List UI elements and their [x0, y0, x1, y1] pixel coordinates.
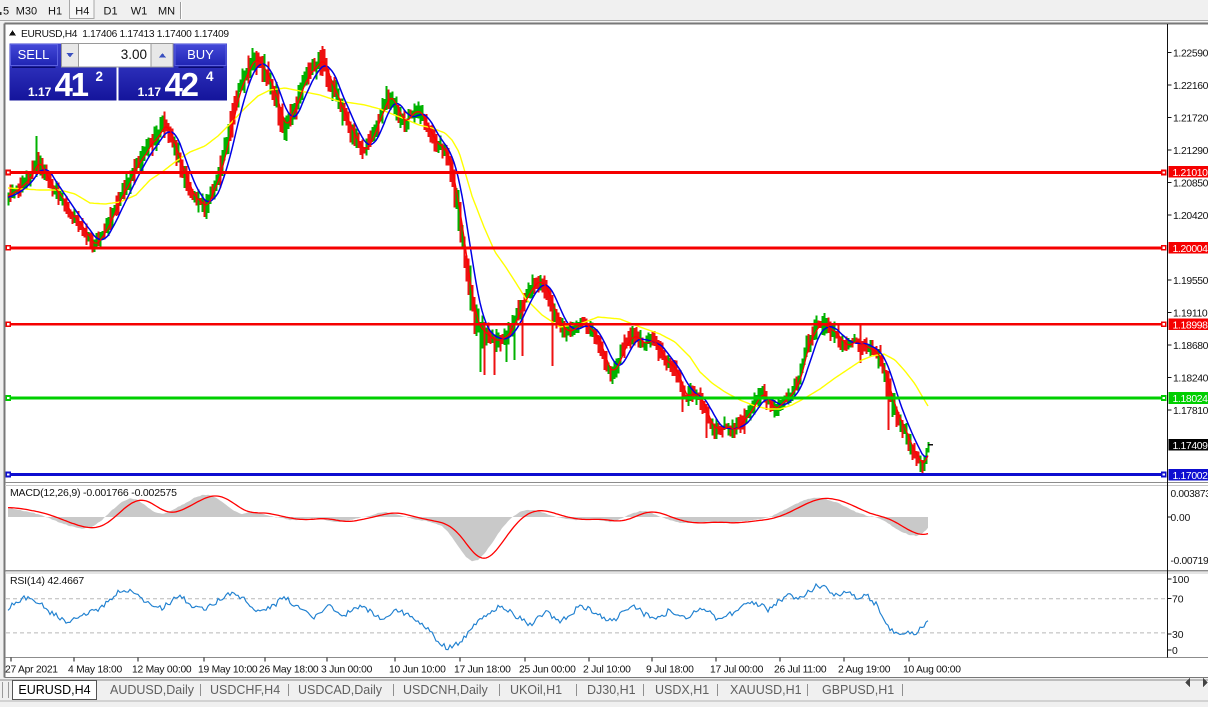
svg-text:4 May 18:00: 4 May 18:00: [68, 665, 122, 676]
svg-text:25 Jun 00:00: 25 Jun 00:00: [519, 665, 576, 676]
svg-text:2: 2: [96, 69, 104, 84]
svg-text:H4: H4: [75, 6, 89, 18]
svg-text:1.18024: 1.18024: [1173, 394, 1208, 405]
svg-text:70: 70: [1172, 595, 1184, 606]
svg-text:EURUSD,H4: EURUSD,H4: [18, 683, 90, 697]
svg-text:0: 0: [1172, 646, 1178, 657]
svg-text:4: 4: [206, 69, 214, 84]
svg-text:26 May 18:00: 26 May 18:00: [259, 665, 319, 676]
svg-text:1.20420: 1.20420: [1173, 211, 1208, 222]
svg-text:1.21720: 1.21720: [1173, 114, 1208, 125]
svg-text:3 Jun 00:00: 3 Jun 00:00: [321, 665, 373, 676]
svg-text:SELL: SELL: [18, 47, 50, 62]
svg-text:12 May 00:00: 12 May 00:00: [132, 665, 192, 676]
svg-text:2 Jul 10:00: 2 Jul 10:00: [583, 665, 631, 676]
svg-text:1.18998: 1.18998: [1173, 321, 1208, 332]
svg-text:9 Jul 18:00: 9 Jul 18:00: [646, 665, 694, 676]
svg-text:EURUSD,H4 1.17406 1.17413 1.1: EURUSD,H4 1.17406 1.17413 1.17400 1.1740…: [21, 29, 229, 40]
svg-text:AUDUSD,Daily: AUDUSD,Daily: [110, 683, 195, 697]
svg-text:1.22590: 1.22590: [1173, 49, 1208, 60]
svg-text:1.17: 1.17: [138, 85, 162, 99]
svg-text:1.20004: 1.20004: [1173, 244, 1208, 255]
svg-text:D1: D1: [104, 6, 118, 18]
svg-text:10 Jun 10:00: 10 Jun 10:00: [389, 665, 446, 676]
svg-text:UKOil,H1: UKOil,H1: [510, 683, 562, 697]
svg-text:1.18240: 1.18240: [1173, 373, 1208, 384]
svg-text:17 Jun 18:00: 17 Jun 18:00: [454, 665, 511, 676]
svg-text:100: 100: [1172, 575, 1190, 586]
svg-text:USDCNH,Daily: USDCNH,Daily: [403, 683, 488, 697]
svg-text:1.17409: 1.17409: [1173, 441, 1208, 452]
svg-text:42: 42: [165, 66, 199, 103]
svg-text:19 May 10:00: 19 May 10:00: [198, 665, 258, 676]
svg-text:USDCHF,H4: USDCHF,H4: [210, 683, 280, 697]
svg-text:10 Aug 00:00: 10 Aug 00:00: [903, 665, 961, 676]
svg-text:USDX,H1: USDX,H1: [655, 683, 709, 697]
svg-text:W1: W1: [131, 6, 148, 18]
svg-text:1.18680: 1.18680: [1173, 341, 1208, 352]
svg-text:MN: MN: [158, 6, 175, 18]
svg-text:M30: M30: [16, 6, 37, 18]
svg-text:0.003873: 0.003873: [1171, 489, 1208, 500]
svg-text:27 Apr 2021: 27 Apr 2021: [5, 665, 58, 676]
svg-text:3.00: 3.00: [121, 47, 147, 62]
svg-text:30: 30: [1172, 630, 1184, 641]
svg-text:41: 41: [55, 66, 89, 103]
svg-text:1.17810: 1.17810: [1173, 406, 1208, 417]
svg-text:1.22160: 1.22160: [1173, 81, 1208, 92]
svg-text:1.21010: 1.21010: [1173, 168, 1208, 179]
svg-text:H1: H1: [48, 6, 62, 18]
svg-text:XAUUSD,H1: XAUUSD,H1: [730, 683, 802, 697]
svg-text:USDCAD,Daily: USDCAD,Daily: [298, 683, 383, 697]
svg-text:RSI(14) 42.4667: RSI(14) 42.4667: [10, 575, 84, 587]
svg-text:0.00: 0.00: [1171, 513, 1191, 524]
svg-text:5: 5: [3, 6, 9, 18]
svg-text:BUY: BUY: [187, 47, 214, 62]
svg-text:1.19110: 1.19110: [1173, 309, 1208, 320]
svg-text:17 Jul 00:00: 17 Jul 00:00: [710, 665, 764, 676]
svg-text:1.17: 1.17: [28, 85, 52, 99]
svg-text:DJ30,H1: DJ30,H1: [587, 683, 636, 697]
svg-text:-0.00719: -0.00719: [1171, 556, 1208, 567]
svg-text:2 Aug 19:00: 2 Aug 19:00: [838, 665, 891, 676]
svg-text:26 Jul 11:00: 26 Jul 11:00: [774, 665, 827, 676]
svg-text:MACD(12,26,9) -0.001766 -0.002: MACD(12,26,9) -0.001766 -0.002575: [10, 487, 177, 499]
svg-text:1.17002: 1.17002: [1173, 471, 1208, 482]
svg-text:1.21290: 1.21290: [1173, 146, 1208, 157]
svg-text:1.20850: 1.20850: [1173, 179, 1208, 190]
svg-text:GBPUSD,H1: GBPUSD,H1: [822, 683, 894, 697]
svg-text:1.19550: 1.19550: [1173, 276, 1208, 287]
